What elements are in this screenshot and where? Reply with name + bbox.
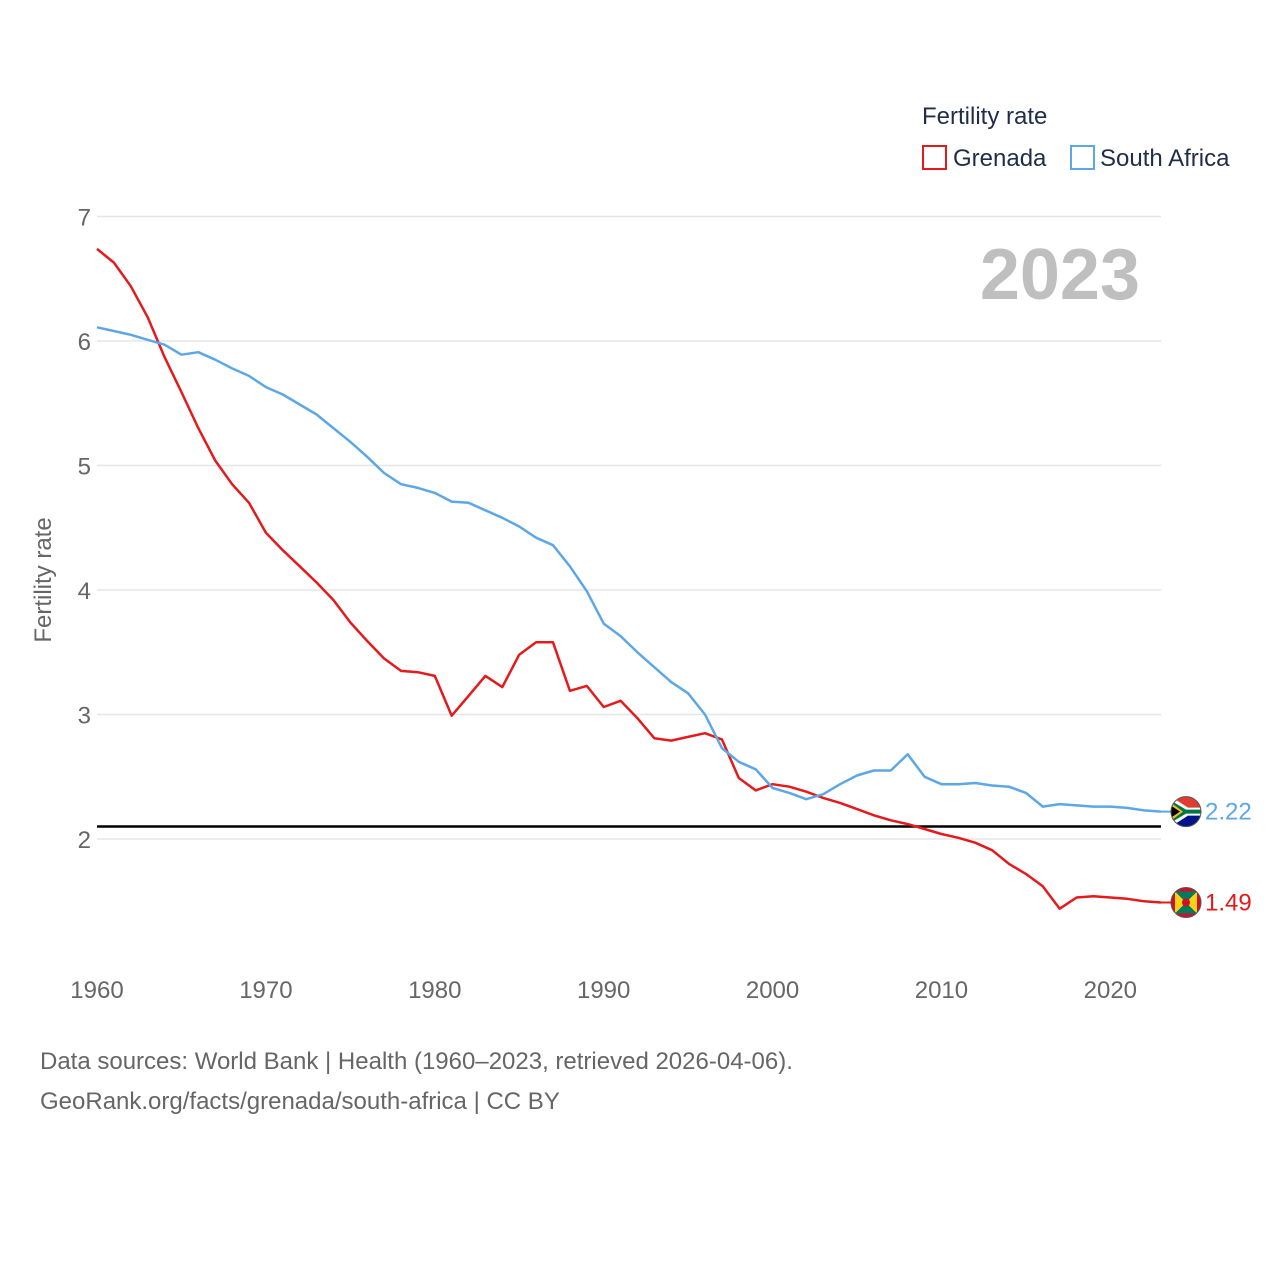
end-value-label-grenada: 1.49 <box>1205 889 1252 916</box>
y-tick-label: 4 <box>78 578 91 605</box>
x-tick-label: 2020 <box>1084 977 1137 1004</box>
legend-label-grenada: Grenada <box>953 145 1047 172</box>
y-axis-ticks: 2 3 4 5 6 7 <box>78 205 91 855</box>
series-lines <box>96 247 1162 910</box>
y-tick-label: 3 <box>78 703 91 730</box>
data-source-note: Data sources: World Bank | Health (1960–… <box>40 1042 793 1122</box>
legend[interactable]: Fertility rate Grenada South Africa <box>922 103 1230 172</box>
legend-item-grenada[interactable]: Grenada <box>922 145 1047 172</box>
y-tick-label: 6 <box>78 329 91 356</box>
y-tick-label: 2 <box>78 827 91 854</box>
x-axis-ticks: 1960 1970 1980 1990 2000 2010 2020 <box>70 977 1137 1004</box>
series-end-labels: 1.49 2.22 <box>1161 796 1252 918</box>
fertility-line-chart: 2 3 4 5 6 7 1960 1970 1980 1990 2000 2010 2020 Fert… <box>30 103 1252 1004</box>
legend-swatch-grenada <box>922 145 947 170</box>
x-tick-label: 1960 <box>70 977 123 1004</box>
y-tick-label: 7 <box>78 205 91 232</box>
x-tick-label: 1970 <box>239 977 292 1004</box>
legend-item-south-africa[interactable]: South Africa <box>1070 145 1230 172</box>
source-line-1: Data sources: World Bank | Health (1960–… <box>40 1048 793 1075</box>
source-line-2[interactable]: GeoRank.org/facts/grenada/south-africa |… <box>40 1088 560 1115</box>
legend-swatch-south-africa <box>1070 145 1095 170</box>
series-line-south-africa <box>96 326 1162 813</box>
series-line-grenada <box>96 247 1162 910</box>
gridlines <box>97 215 1161 840</box>
grenada-flag-icon <box>1170 886 1202 918</box>
x-tick-label: 1980 <box>408 977 461 1004</box>
y-tick-label: 5 <box>78 454 91 481</box>
x-tick-label: 2010 <box>915 977 968 1004</box>
end-value-label-south-africa: 2.22 <box>1205 799 1252 826</box>
year-label: 2023 <box>980 235 1140 315</box>
x-tick-label: 1990 <box>577 977 630 1004</box>
x-tick-label: 2000 <box>746 977 799 1004</box>
legend-label-south-africa: South Africa <box>1100 145 1230 172</box>
south-africa-flag-icon <box>1170 796 1202 828</box>
y-axis-label: Fertility rate <box>30 517 57 642</box>
legend-title: Fertility rate <box>922 103 1047 130</box>
